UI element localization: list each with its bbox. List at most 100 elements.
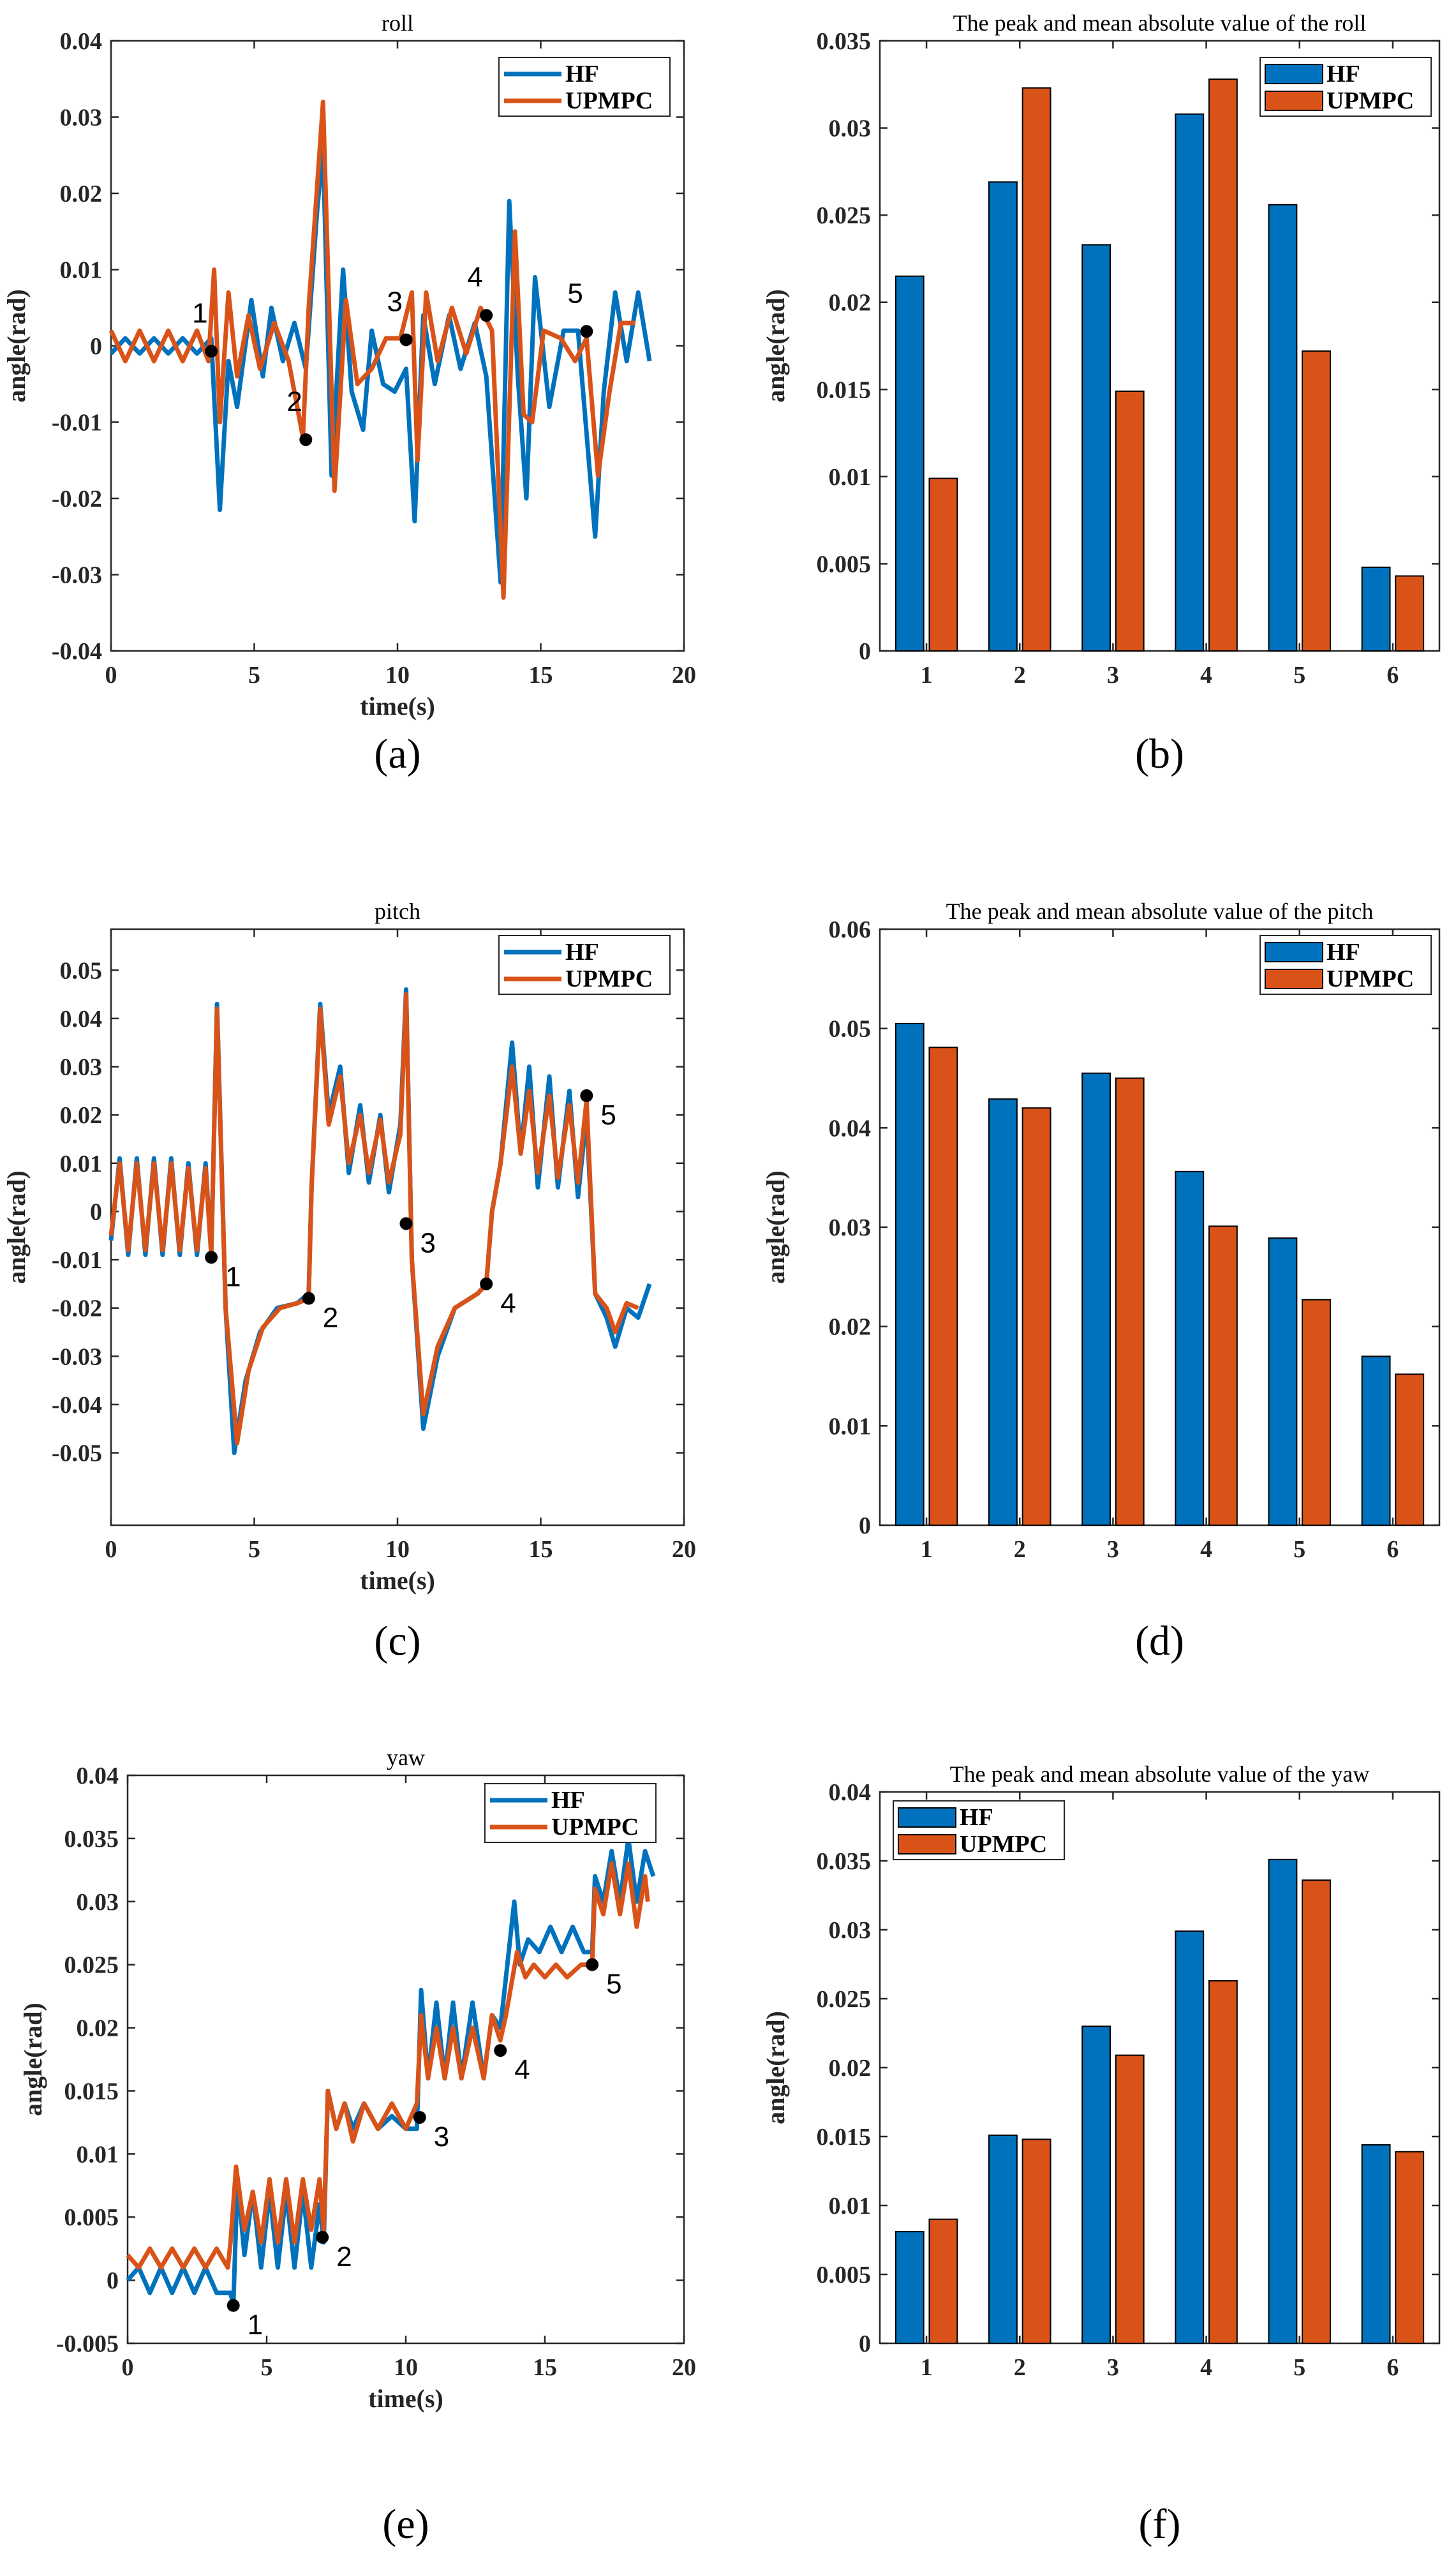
event-marker-label: 3 xyxy=(387,286,402,317)
event-marker-label: 2 xyxy=(286,386,302,417)
y-tick-label: 0.03 xyxy=(60,1054,103,1081)
y-tick-label: 0.005 xyxy=(64,2204,119,2231)
y-tick-label: -0.005 xyxy=(56,2331,119,2357)
x-tick-label: 2 xyxy=(1014,1536,1026,1563)
y-tick-label: 0.035 xyxy=(64,1826,119,1853)
event-marker-label: 5 xyxy=(567,278,583,309)
event-marker-label: 4 xyxy=(467,262,482,293)
series-line-upmpc xyxy=(108,992,639,1445)
event-marker xyxy=(580,325,593,338)
chart-title: The peak and mean absolute value of the … xyxy=(950,1761,1370,1787)
legend-swatch-hf xyxy=(1265,64,1323,84)
event-marker xyxy=(316,2230,329,2244)
plot-area xyxy=(879,928,1441,1526)
bar-upmpc-4 xyxy=(1208,1980,1238,2344)
y-tick-label: 0.005 xyxy=(817,551,872,578)
y-tick-label: 0.02 xyxy=(60,181,103,207)
event-marker-label: 1 xyxy=(248,2309,263,2341)
chart-title: The peak and mean absolute value of the … xyxy=(953,10,1367,36)
y-tick-label: 0.04 xyxy=(829,1115,872,1142)
bar-hf-6 xyxy=(1361,2144,1391,2344)
plot-area xyxy=(110,928,685,1526)
legend-box xyxy=(498,935,671,995)
y-tick-label: 0.04 xyxy=(829,1779,872,1806)
y-tick-label: 0.025 xyxy=(64,1952,119,1979)
panel-caption: (f) xyxy=(1139,2501,1181,2548)
legend-label-hf: HF xyxy=(1326,61,1360,87)
y-axis-label: angle(rad) xyxy=(2,1170,31,1284)
series-line-upmpc xyxy=(108,100,635,600)
event-marker xyxy=(480,1277,493,1290)
y-tick-label: 0.015 xyxy=(817,377,872,403)
legend-label-upmpc: UPMPC xyxy=(551,1814,639,1840)
event-marker-label: 3 xyxy=(434,2121,449,2153)
legend-swatch-hf xyxy=(1265,942,1323,962)
y-tick-label: -0.05 xyxy=(52,1440,102,1467)
x-tick-label: 0 xyxy=(105,1536,117,1563)
legend-label-upmpc: UPMPC xyxy=(565,966,653,992)
y-axis-label: angle(rad) xyxy=(761,2011,790,2124)
x-tick-label: 15 xyxy=(533,2354,557,2381)
event-marker xyxy=(413,2110,426,2124)
x-tick-label: 0 xyxy=(105,662,117,689)
event-marker-label: 4 xyxy=(514,2054,530,2086)
bar-hf-6 xyxy=(1361,566,1391,652)
y-tick-label: 0.04 xyxy=(60,1006,103,1033)
x-tick-label: 0 xyxy=(122,2354,134,2381)
y-tick-label: 0.04 xyxy=(60,28,103,55)
series-line-upmpc xyxy=(126,1861,650,2270)
event-marker xyxy=(580,1089,593,1102)
y-tick-label: 0.02 xyxy=(829,1314,872,1341)
x-tick-label: 6 xyxy=(1386,662,1399,689)
event-marker-label: 2 xyxy=(323,1302,338,1334)
bar-hf-5 xyxy=(1268,1858,1298,2345)
panel-caption: (a) xyxy=(374,731,420,777)
legend-box xyxy=(498,57,671,117)
x-tick-label: 20 xyxy=(672,662,696,689)
x-axis-label: time(s) xyxy=(360,692,435,720)
x-tick-label: 15 xyxy=(529,662,553,689)
x-tick-label: 1 xyxy=(921,662,933,689)
y-tick-label: -0.04 xyxy=(52,1392,102,1419)
bar-hf-6 xyxy=(1361,1355,1391,1526)
y-tick-label: 0 xyxy=(107,2267,119,2294)
legend-label-hf: HF xyxy=(565,939,599,966)
bar-upmpc-4 xyxy=(1208,78,1238,652)
bar-hf-3 xyxy=(1081,244,1111,652)
y-tick-label: 0.02 xyxy=(77,2015,119,2042)
bar-hf-2 xyxy=(988,1098,1018,1526)
y-axis-label: angle(rad) xyxy=(761,289,790,403)
panel-caption: (c) xyxy=(374,1618,420,1664)
y-tick-label: 0 xyxy=(90,1198,102,1225)
event-marker xyxy=(586,1958,599,1971)
bar-hf-5 xyxy=(1268,1237,1298,1526)
bar-hf-4 xyxy=(1175,1170,1205,1526)
chart-title: yaw xyxy=(387,1745,425,1770)
y-tick-label: 0.025 xyxy=(817,202,872,229)
x-tick-label: 10 xyxy=(394,2354,418,2381)
legend-label-upmpc: UPMPC xyxy=(1326,87,1414,114)
y-tick-label: 0.02 xyxy=(60,1102,103,1129)
y-tick-label: 0.03 xyxy=(829,1917,872,1944)
event-marker-label: 1 xyxy=(192,297,207,329)
x-tick-label: 4 xyxy=(1200,1536,1212,1563)
y-axis-label: angle(rad) xyxy=(2,289,31,403)
event-marker xyxy=(299,433,313,446)
event-marker xyxy=(302,1292,315,1305)
bar-hf-1 xyxy=(895,275,925,652)
bar-hf-5 xyxy=(1268,204,1298,652)
x-tick-label: 5 xyxy=(1293,1536,1305,1563)
bar-upmpc-3 xyxy=(1115,1077,1145,1526)
legend-label-upmpc: UPMPC xyxy=(565,87,653,114)
x-tick-label: 10 xyxy=(385,662,410,689)
bar-upmpc-1 xyxy=(928,477,958,652)
y-tick-label: -0.03 xyxy=(52,562,102,589)
bar-hf-3 xyxy=(1081,1072,1111,1526)
bar-hf-2 xyxy=(988,181,1018,652)
y-axis-label: angle(rad) xyxy=(761,1170,790,1284)
x-tick-label: 1 xyxy=(921,2354,933,2381)
y-tick-label: 0.01 xyxy=(829,2193,872,2220)
x-tick-label: 2 xyxy=(1014,662,1026,689)
legend-label-hf: HF xyxy=(960,1804,993,1831)
y-tick-label: -0.02 xyxy=(52,486,102,512)
